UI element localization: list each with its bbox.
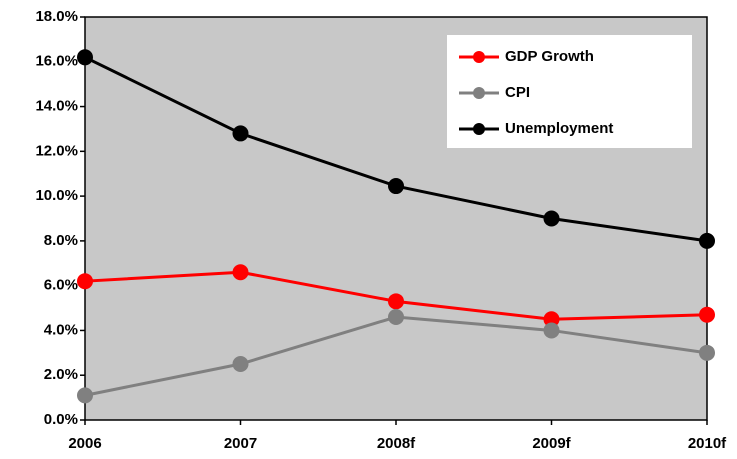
legend-label: Unemployment — [505, 120, 613, 137]
y-tick-label: 10.0% — [35, 187, 78, 204]
data-point — [543, 210, 560, 227]
y-tick-label: 16.0% — [35, 53, 78, 70]
legend-marker — [473, 123, 485, 135]
legend-marker — [473, 87, 485, 99]
y-tick-label: 14.0% — [35, 98, 78, 115]
data-point — [77, 49, 93, 66]
legend-label: GDP Growth — [505, 48, 594, 65]
data-point — [232, 356, 249, 373]
data-point — [388, 293, 404, 310]
data-point — [699, 344, 715, 361]
x-tick-label: 2007 — [224, 435, 257, 452]
data-point — [543, 322, 560, 339]
data-point — [699, 232, 715, 249]
y-tick-label: 8.0% — [44, 232, 78, 249]
y-tick-label: 18.0% — [35, 8, 78, 25]
x-tick-label: 2006 — [68, 435, 101, 452]
y-tick-label: 2.0% — [44, 366, 78, 383]
data-point — [77, 387, 93, 404]
data-point — [699, 306, 715, 323]
y-tick-label: 12.0% — [35, 142, 78, 159]
y-tick-label: 0.0% — [44, 411, 78, 428]
x-tick-label: 2008f — [377, 435, 416, 452]
data-point — [388, 178, 404, 195]
y-tick-label: 4.0% — [44, 321, 78, 338]
x-tick-label: 2009f — [532, 435, 571, 452]
data-point — [232, 264, 249, 281]
legend-marker — [473, 51, 485, 63]
data-point — [543, 311, 560, 328]
data-point — [232, 125, 249, 142]
legend-label: CPI — [505, 84, 530, 101]
data-point — [77, 273, 93, 290]
y-tick-label: 6.0% — [44, 277, 78, 294]
data-point — [388, 309, 404, 326]
x-tick-label: 2010f — [688, 435, 727, 452]
